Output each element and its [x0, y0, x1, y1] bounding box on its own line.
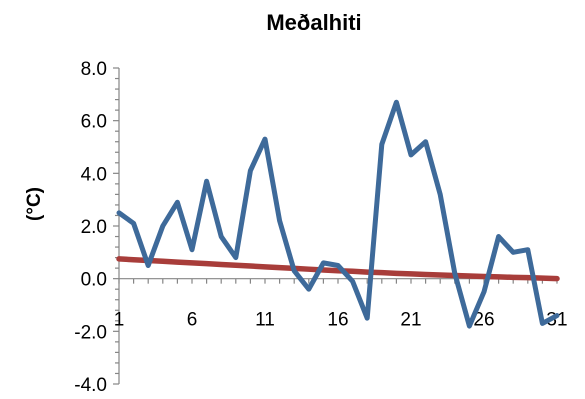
y-tick-label: 6.0: [81, 112, 107, 133]
x-tick-label: 6: [187, 310, 198, 331]
series-layer: [116, 99, 560, 329]
axes: [113, 67, 558, 385]
y-tick-labels: -4.0 -2.0 0.0 2.0 4.0 6.0 8.0: [74, 59, 107, 396]
x-tick-label: 16: [327, 310, 348, 331]
y-tick-label: 0.0: [81, 270, 107, 291]
x-tick-label: 26: [473, 310, 494, 331]
x-tick-labels: 1 6 11 16 21 26 31: [114, 310, 568, 331]
series-line-trend: [116, 256, 560, 282]
x-tick-label: 1: [114, 310, 125, 331]
y-tick-label: 8.0: [81, 59, 107, 80]
x-tick-label: 21: [400, 310, 421, 331]
y-tick-label: 4.0: [81, 164, 107, 185]
y-tick-label: -4.0: [74, 375, 107, 396]
x-tick-label: 11: [255, 310, 275, 331]
y-tick-label: -2.0: [74, 322, 107, 343]
y-axis-label: (°C): [24, 187, 45, 221]
y-tick-label: 2.0: [81, 217, 107, 238]
x-tick-label: 31: [546, 310, 567, 331]
series-line-daily-mean: [116, 99, 560, 329]
chart-title: Meðalhiti: [266, 10, 361, 35]
